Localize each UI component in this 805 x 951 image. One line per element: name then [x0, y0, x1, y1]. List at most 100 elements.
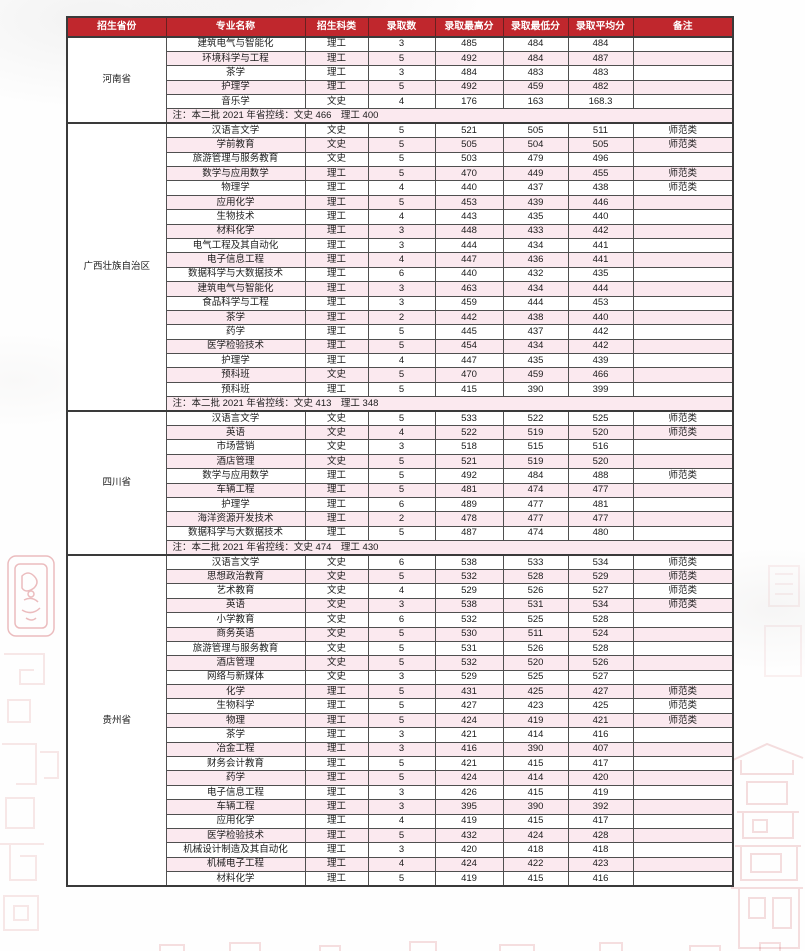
cell-subject-type: 理工	[304, 353, 369, 369]
cell-admit-count: 3	[367, 842, 436, 858]
table-row: 河南省 建筑电气与智能化 理工 3 485 484 484	[66, 35, 734, 124]
table-row: 酒店管理 文史 5 521 519 520	[67, 453, 734, 470]
left-pattern-decoration	[0, 648, 62, 948]
cell-min-score: 439	[502, 194, 569, 211]
cell-min-score: 528	[502, 568, 569, 585]
cell-remark: 师范类	[632, 122, 734, 139]
cell-avg-score: 416	[567, 727, 634, 743]
note-row: 注：本二批 2021 年省控线：文史 413 理工 348	[67, 396, 734, 412]
table-row: 物理学 理工 4 440 437 438 师范类	[67, 180, 734, 196]
cell-avg-score: 417	[567, 813, 634, 829]
cell-admit-count: 6	[367, 612, 436, 628]
cell-remark	[632, 856, 734, 873]
cell-avg-score: 511	[567, 122, 634, 139]
cell-admit-count: 5	[367, 712, 436, 729]
cell-subject-type: 理工	[304, 712, 369, 729]
cell-min-score: 437	[502, 180, 569, 196]
cell-admit-count: 6	[367, 496, 436, 513]
cell-min-score: 479	[502, 151, 569, 168]
cell-admit-count: 3	[367, 237, 436, 254]
cell-min-score: 533	[502, 554, 569, 570]
table-row: 数学与应用数学 理工 5 470 449 455 师范类	[67, 166, 734, 182]
cell-max-score: 420	[434, 842, 504, 858]
cell-subject-type: 文史	[304, 655, 369, 671]
table-row: 材料化学 理工 3 448 433 442	[67, 223, 734, 239]
cell-major: 数学与应用数学	[165, 468, 306, 484]
cell-subject-type: 理工	[304, 180, 369, 196]
cell-max-score: 421	[434, 727, 504, 743]
table-row: 旅游管理与服务教育 文史 5 503 479 496	[67, 151, 734, 168]
cell-subject-type: 理工	[304, 741, 369, 758]
cell-max-score: 432	[434, 827, 504, 844]
province-cell: 贵州省	[66, 554, 167, 887]
cell-min-score: 525	[502, 669, 569, 686]
cell-major: 应用化学	[165, 813, 306, 829]
table-row: 医学检验技术 理工 5 432 424 428	[67, 827, 734, 844]
cell-subject-type: 理工	[304, 813, 369, 829]
cell-min-score: 483	[502, 65, 569, 81]
cell-major: 预科班	[165, 367, 306, 383]
cell-remark	[632, 511, 734, 527]
cell-subject-type: 文史	[304, 626, 369, 642]
column-header: 录取最低分	[502, 16, 569, 38]
table-row: 车辆工程 理工 5 481 474 477	[67, 482, 734, 499]
cell-subject-type: 理工	[304, 237, 369, 254]
cell-major: 药学	[165, 324, 306, 340]
cell-min-score: 425	[502, 684, 569, 700]
cell-subject-type: 理工	[304, 252, 369, 268]
cell-min-score: 163	[502, 94, 569, 110]
cell-remark	[632, 827, 734, 844]
cell-remark	[632, 770, 734, 786]
cell-max-score: 459	[434, 295, 504, 311]
cell-admit-count: 5	[367, 122, 436, 139]
table-row: 应用化学 理工 5 453 439 446	[67, 194, 734, 211]
cell-admit-count: 6	[367, 554, 436, 570]
cell-subject-type: 理工	[304, 324, 369, 340]
province-cell: 广西壮族自治区	[66, 122, 167, 412]
table-row: 旅游管理与服务教育 文史 5 531 526 528	[67, 640, 734, 657]
table-row: 冶金工程 理工 3 416 390 407	[67, 741, 734, 758]
cell-remark	[632, 799, 734, 815]
table-row: 茶学 理工 3 484 483 483	[67, 65, 734, 81]
cell-major: 市场营销	[165, 439, 306, 455]
cell-subject-type: 理工	[304, 756, 369, 772]
cell-min-score: 459	[502, 367, 569, 383]
cell-min-score: 484	[502, 468, 569, 484]
cell-admit-count: 3	[367, 741, 436, 758]
cell-subject-type: 理工	[304, 727, 369, 743]
cell-max-score: 530	[434, 626, 504, 642]
cell-avg-score: 438	[567, 180, 634, 196]
cell-remark: 师范类	[632, 137, 734, 153]
cell-avg-score: 487	[567, 50, 634, 67]
province-cell: 河南省	[66, 35, 167, 124]
table-row: 酒店管理 文史 5 532 520 526	[67, 655, 734, 671]
cell-admit-count: 5	[367, 50, 436, 67]
cell-min-score: 415	[502, 756, 569, 772]
table-row: 预科班 文史 5 470 459 466	[67, 367, 734, 383]
cell-remark	[632, 381, 734, 398]
cell-remark: 师范类	[632, 698, 734, 714]
cell-avg-score: 442	[567, 324, 634, 340]
cell-major: 食品科学与工程	[165, 295, 306, 311]
table-row: 茶学 理工 3 421 414 416	[67, 727, 734, 743]
cell-avg-score: 421	[567, 712, 634, 729]
cell-remark	[632, 640, 734, 657]
table-row: 药学 理工 5 424 414 420	[67, 770, 734, 786]
cell-avg-score: 399	[567, 381, 634, 398]
cell-remark	[632, 266, 734, 283]
table-row: 电气工程及其自动化 理工 3 444 434 441	[67, 237, 734, 254]
cell-admit-count: 4	[367, 856, 436, 873]
cell-major: 旅游管理与服务教育	[165, 640, 306, 657]
cell-major: 电子信息工程	[165, 784, 306, 801]
cell-avg-score: 446	[567, 194, 634, 211]
table-row: 电子信息工程 理工 4 447 436 441	[67, 252, 734, 268]
cell-subject-type: 文史	[304, 612, 369, 628]
note-cell: 注：本二批 2021 年省控线：文史 413 理工 348	[165, 396, 734, 412]
table-row: 四川省 汉语言文学 文史 5 533 522 525 师范类	[66, 410, 734, 556]
cell-remark: 师范类	[632, 166, 734, 182]
cell-min-score: 444	[502, 295, 569, 311]
cell-remark: 师范类	[632, 568, 734, 585]
cell-admit-count: 5	[367, 410, 436, 427]
table-row: 电子信息工程 理工 3 426 415 419	[67, 784, 734, 801]
cell-max-score: 485	[434, 35, 504, 52]
